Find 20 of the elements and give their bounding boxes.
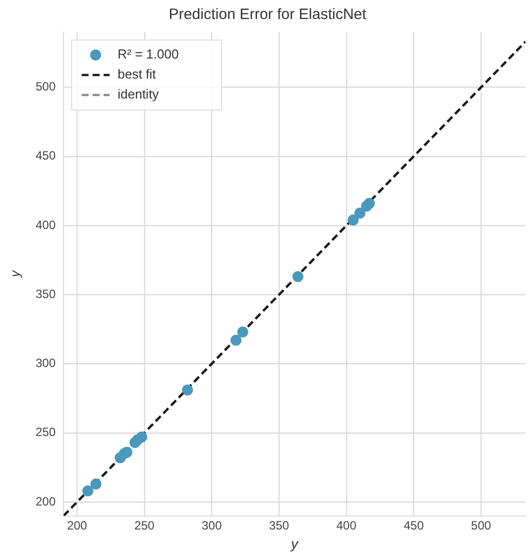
x-tick-label: 400 <box>336 518 357 532</box>
x-tick-label: 300 <box>202 518 222 532</box>
y-tick-label: 350 <box>36 286 56 301</box>
y-tick-label: 450 <box>36 148 56 163</box>
x-axis-title: y <box>290 535 300 552</box>
legend-label: identity <box>118 86 160 102</box>
legend-label: R² = 1.000 <box>118 46 179 62</box>
x-tick-label: 200 <box>67 518 88 532</box>
y-tick-label: 250 <box>36 425 56 440</box>
y-tick-label: 200 <box>36 494 56 508</box>
y-tick-label: 300 <box>36 356 56 370</box>
y-tick-label: 400 <box>36 218 56 232</box>
chart-title: Prediction Error for ElasticNet <box>168 6 368 24</box>
x-tick-label: 450 <box>404 518 424 532</box>
y-tick-label: 500 <box>36 80 56 94</box>
x-tick-label: 500 <box>471 518 492 532</box>
x-tick-label: 350 <box>269 518 290 532</box>
legend-label: best fit <box>118 66 156 82</box>
x-tick-label: 250 <box>134 518 155 532</box>
y-axis-title: y <box>7 269 22 278</box>
